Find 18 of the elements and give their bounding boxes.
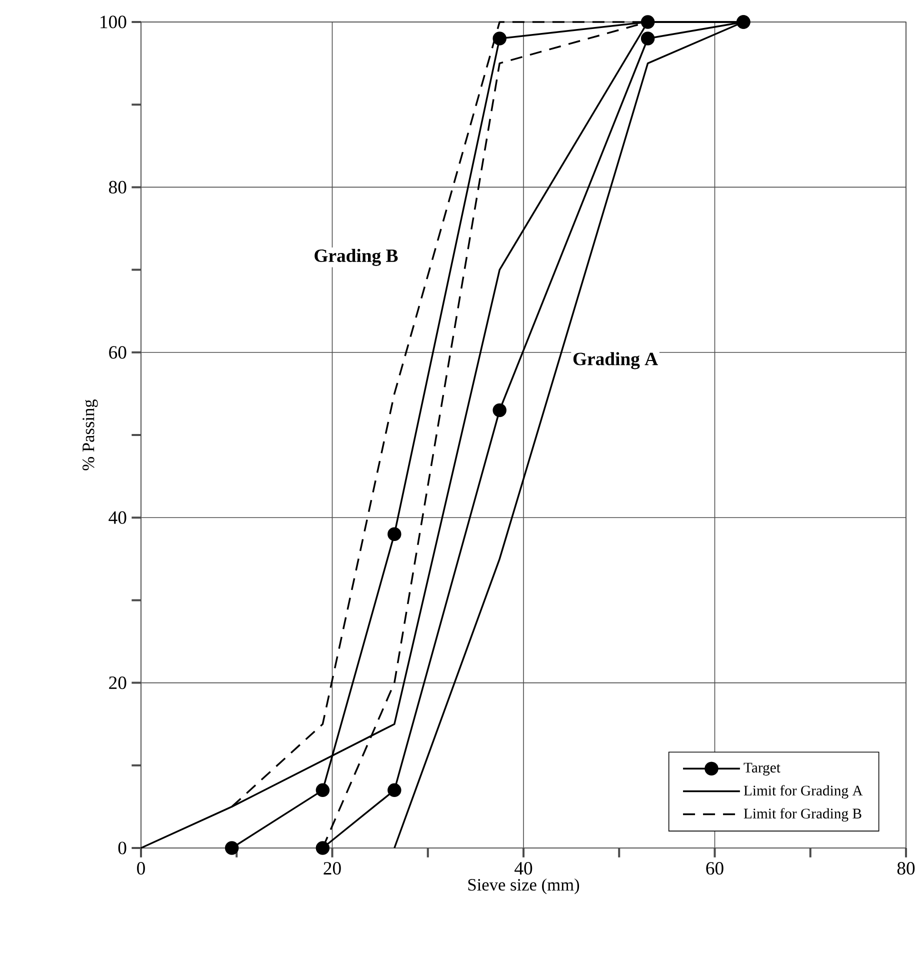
legend-label: Limit for Grading B <box>744 808 862 822</box>
annotation: Grading B <box>314 248 398 266</box>
x-tick-label: 60 <box>706 862 724 875</box>
y-tick-label: 80 <box>109 180 126 194</box>
legend-label: Target <box>744 762 780 776</box>
y-tick-label: 20 <box>109 676 126 690</box>
x-tick-label: 40 <box>514 862 532 875</box>
y-tick-label: 0 <box>118 842 126 854</box>
y-tick-label: 40 <box>108 511 126 524</box>
y-tick-label: 60 <box>109 346 126 359</box>
y-tick-label: 100 <box>100 16 126 28</box>
y-axis-title: % Passing <box>82 399 98 470</box>
legend-label: Limit for Grading A <box>744 785 863 799</box>
x-axis-title: Sieve size (mm) <box>468 878 580 894</box>
annotation: Grading A <box>574 352 658 370</box>
x-tick-label: 0 <box>137 862 146 875</box>
x-tick-label: 80 <box>897 862 915 875</box>
x-tick-label: 20 <box>324 862 341 875</box>
